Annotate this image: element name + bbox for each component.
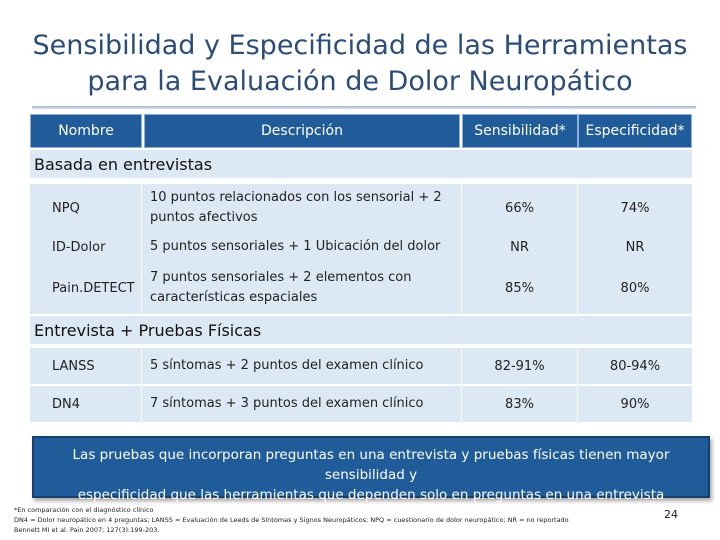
table-row-specificity: 74% bbox=[578, 184, 692, 232]
table-row-description: 5 puntos sensoriales + 1 Ubicación del d… bbox=[142, 232, 462, 262]
table-row-name: LANSS bbox=[30, 348, 142, 384]
page-number: 24 bbox=[664, 508, 678, 521]
section-heading-interview: Basada en entrevistas bbox=[30, 150, 692, 178]
table-row-description: 7 puntos sensoriales + 2 elementos con c… bbox=[142, 262, 462, 314]
conclusion-callout: Las pruebas que incorporan preguntas en … bbox=[32, 436, 710, 503]
header-specificity: Especificidad* bbox=[578, 114, 692, 148]
table-row-specificity: 80% bbox=[578, 262, 692, 314]
slide-title-line-1: Sensibilidad y Especificidad de las Herr… bbox=[32, 30, 688, 61]
footnote-comparison: *En comparación con el diagnóstico clíni… bbox=[14, 506, 154, 514]
header-sensitivity: Sensibilidad* bbox=[462, 114, 578, 148]
section-heading-interview-physical: Entrevista + Pruebas Físicas bbox=[30, 316, 692, 344]
table-row-name: ID-Dolor bbox=[30, 232, 142, 262]
table-row-description: 10 puntos relacionados con los sensorial… bbox=[142, 184, 462, 232]
table-row-sensitivity: 83% bbox=[462, 386, 578, 422]
title-underline bbox=[32, 106, 696, 109]
table-row-description: 5 síntomas + 2 puntos del examen clínico bbox=[142, 348, 462, 384]
description-line-2: puntos afectivos bbox=[150, 210, 258, 225]
table-row-name: NPQ bbox=[30, 184, 142, 232]
table-row-description: 7 síntomas + 3 puntos del examen clínico bbox=[142, 386, 462, 422]
slide-title-line-2: para la Evaluación de Dolor Neuropático bbox=[87, 66, 633, 97]
slide-title: Sensibilidad y Especificidad de las Herr… bbox=[10, 28, 710, 100]
callout-line-1: Las pruebas que incorporan preguntas en … bbox=[72, 447, 670, 483]
callout-line-2: especificidad que las herramientas que d… bbox=[77, 487, 665, 503]
table-row-sensitivity: 66% bbox=[462, 184, 578, 232]
description-line-1: 10 puntos relacionados con los sensorial… bbox=[150, 190, 442, 205]
table-row-specificity: NR bbox=[578, 232, 692, 262]
table-row-name: DN4 bbox=[30, 386, 142, 422]
table-row-sensitivity: NR bbox=[462, 232, 578, 262]
description-line-1: 7 puntos sensoriales + 2 elementos con bbox=[150, 270, 412, 285]
table-row-specificity: 90% bbox=[578, 386, 692, 422]
table-row-sensitivity: 85% bbox=[462, 262, 578, 314]
footnote-abbreviations: DN4 = Dolor neuropático en 4 preguntas; … bbox=[14, 516, 569, 524]
footnote-reference: Bennett MI et al. Pain 2007; 127(3):199-… bbox=[14, 526, 160, 534]
header-description: Descripción bbox=[144, 114, 460, 148]
table-row-specificity: 80-94% bbox=[578, 348, 692, 384]
table-row-sensitivity: 82-91% bbox=[462, 348, 578, 384]
table-row-name: Pain.DETECT bbox=[30, 262, 142, 314]
description-line-2: características espaciales bbox=[150, 290, 318, 305]
header-name: Nombre bbox=[30, 114, 142, 148]
